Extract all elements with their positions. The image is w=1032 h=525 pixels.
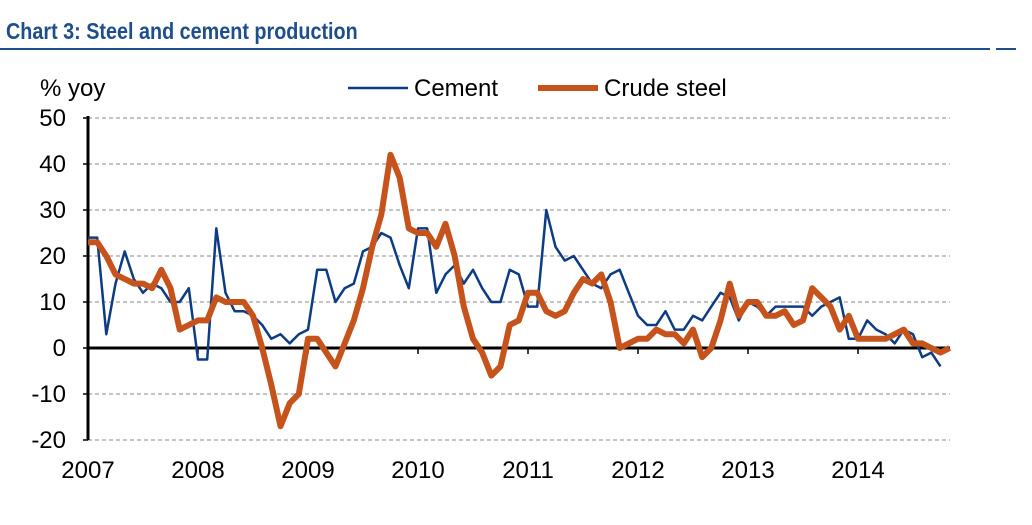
y-tick-label: 0 [53,335,66,362]
chart-title: Chart 3: Steel and cement production [6,18,358,44]
y-tick-label: -10 [31,381,66,408]
x-tick-label: 2008 [171,457,224,484]
y-tick-label: 20 [39,243,66,270]
x-tick-label: 2013 [721,457,774,484]
title-rule [0,48,990,50]
legend-label: Crude steel [604,75,727,102]
x-tick-label: 2009 [281,457,334,484]
y-tick-label: 10 [39,289,66,316]
y-tick-label: 30 [39,197,66,224]
series-line-crude-steel [88,151,952,430]
x-tick-label: 2010 [391,457,444,484]
y-tick-label: 50 [39,105,66,132]
y-tick-label: 40 [39,151,66,178]
x-tick-label: 2011 [502,457,554,484]
legend-label: Cement [414,75,498,102]
title-rule-end [996,48,1016,50]
y-axis-label: % yoy [40,75,105,102]
x-tick-label: 2014 [831,457,884,484]
x-tick-label: 2007 [61,457,114,484]
x-tick-label: 2012 [611,457,664,484]
y-tick-label: -20 [31,427,66,454]
